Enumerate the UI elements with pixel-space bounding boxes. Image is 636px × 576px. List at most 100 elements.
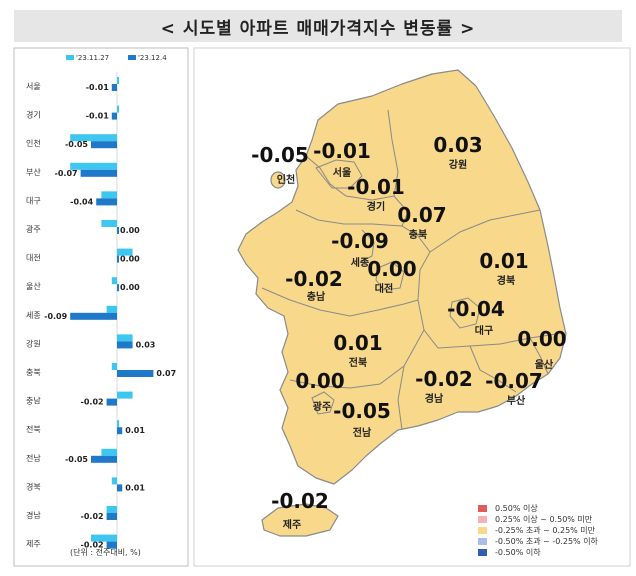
data-label: -0.07: [55, 169, 78, 178]
category-label: 경북: [26, 481, 41, 491]
map-value-label: -0.07: [485, 369, 543, 393]
map-value-label: -0.01: [347, 175, 405, 199]
map-value-label: 0.00: [517, 327, 566, 351]
map-borders: [261, 109, 557, 431]
category-label: 서울: [26, 82, 41, 91]
bar-prev-week: [117, 391, 133, 399]
map-frame: [193, 47, 631, 567]
map-region-label: 대구: [475, 324, 493, 337]
category-label: 인천: [26, 138, 41, 148]
unit-note: (단위 : 전주대비, %): [70, 547, 141, 557]
data-label: -0.04: [70, 197, 93, 206]
data-label: -0.02: [81, 398, 104, 407]
korea-map: [237, 69, 567, 537]
legend-text: -0.50% 이하: [495, 548, 541, 557]
map-value-label: -0.02: [415, 367, 473, 391]
bar-this-week: [117, 370, 154, 377]
map-value-label: 0.01: [479, 249, 528, 273]
legend-swatch-prev: [66, 55, 74, 60]
bar-prev-week: [70, 162, 117, 170]
bar-prev-week: [117, 334, 133, 342]
category-label: 충북: [26, 368, 41, 377]
data-label: 0.03: [136, 340, 156, 349]
bar-this-week: [70, 312, 117, 320]
legend-swatch: [478, 538, 487, 545]
map-value-label: 0.00: [367, 257, 416, 281]
data-label: -0.02: [81, 541, 104, 550]
bar-this-week: [80, 169, 117, 177]
map-region-label: 대전: [375, 282, 393, 295]
bar-prev-week: [117, 420, 119, 428]
map-region-label: 전북: [349, 356, 367, 369]
map-value-label: 0.01: [333, 331, 382, 355]
bar-prev-week: [70, 134, 117, 142]
bar-this-week: [91, 141, 117, 149]
category-label: 대구: [26, 196, 41, 205]
data-label: -0.02: [81, 512, 104, 521]
bar-prev-week: [101, 448, 117, 456]
bar-prev-week: [117, 77, 119, 84]
map-value-label: 0.00: [295, 369, 344, 393]
legend-item: -0.25% 초과 ~ 0.25% 미만: [478, 525, 628, 536]
bar-prev-week: [117, 248, 133, 256]
bar-chart: 서울 -0.01 경기 -0.01 인천 -0.05 부산 -0.07 대구 -0.04 광주 0.0…: [26, 72, 176, 550]
map-region-label: 제주: [283, 518, 301, 531]
bar-prev-week: [117, 105, 119, 113]
category-label: 강원: [26, 338, 41, 348]
category-label: 부산: [26, 167, 41, 177]
map-region-label: 울산: [535, 358, 554, 371]
bar-this-week: [111, 84, 117, 91]
data-label: 0.00: [120, 255, 140, 264]
jeju-island: [261, 503, 339, 537]
legend-swatch: [478, 505, 487, 512]
map-region-label: 충북: [409, 228, 427, 241]
data-label: -0.01: [86, 83, 109, 92]
data-label: 0.01: [125, 426, 145, 435]
map-region-label: 부산: [507, 394, 526, 407]
legend-swatch: [478, 516, 487, 523]
map-value-label: -0.05: [251, 143, 309, 167]
map-region-label: 경북: [497, 274, 515, 287]
map-region-label: 충남: [307, 290, 326, 303]
bar-prev-week: [111, 277, 117, 285]
map-region-label: 전남: [353, 426, 372, 439]
category-label: 충남: [26, 397, 41, 406]
legend-swatch: [478, 549, 487, 556]
map-region-label: 광주: [313, 401, 331, 413]
category-label: 경남: [26, 510, 41, 520]
category-label: 전북: [26, 424, 41, 434]
map-value-label: 0.07: [397, 203, 446, 227]
bar-this-week: [117, 484, 123, 492]
map-value-label: -0.09: [331, 229, 389, 253]
legend-text: 0.50% 이상: [495, 504, 538, 513]
map-region-label: 서울: [333, 166, 351, 179]
map-value-label: -0.01: [313, 139, 371, 163]
map-region-label: 세종: [351, 256, 369, 269]
bar-this-week: [96, 198, 117, 206]
category-label: 전남: [26, 453, 41, 463]
data-label: -0.09: [44, 312, 67, 321]
legend-label-this: '23.12.4: [138, 54, 167, 62]
legend-swatch-this: [128, 55, 136, 60]
legend-item: 0.25% 이상 ~ 0.50% 미만: [478, 514, 628, 525]
data-label: -0.05: [65, 455, 88, 464]
data-label: 0.00: [120, 226, 140, 235]
category-label: 대전: [26, 253, 41, 263]
bar-this-week: [91, 455, 117, 463]
category-label: 광주: [26, 224, 41, 234]
bar-prev-week: [101, 191, 117, 199]
bar-this-week: [117, 341, 133, 349]
category-label: 제주: [26, 540, 41, 549]
category-label: 울산: [26, 281, 41, 291]
bar-this-week: [117, 227, 119, 234]
category-label: 경기: [26, 110, 41, 120]
bar-prev-week: [106, 506, 117, 513]
bar-this-week: [117, 255, 119, 263]
bar-prev-week: [91, 534, 117, 542]
map-region-label: 경남: [425, 392, 444, 405]
legend-text: -0.25% 초과 ~ 0.25% 미만: [495, 526, 596, 535]
title-bar: < 시도별 아파트 매매가격지수 변동률 >: [14, 10, 622, 42]
bar-prev-week: [111, 363, 117, 370]
